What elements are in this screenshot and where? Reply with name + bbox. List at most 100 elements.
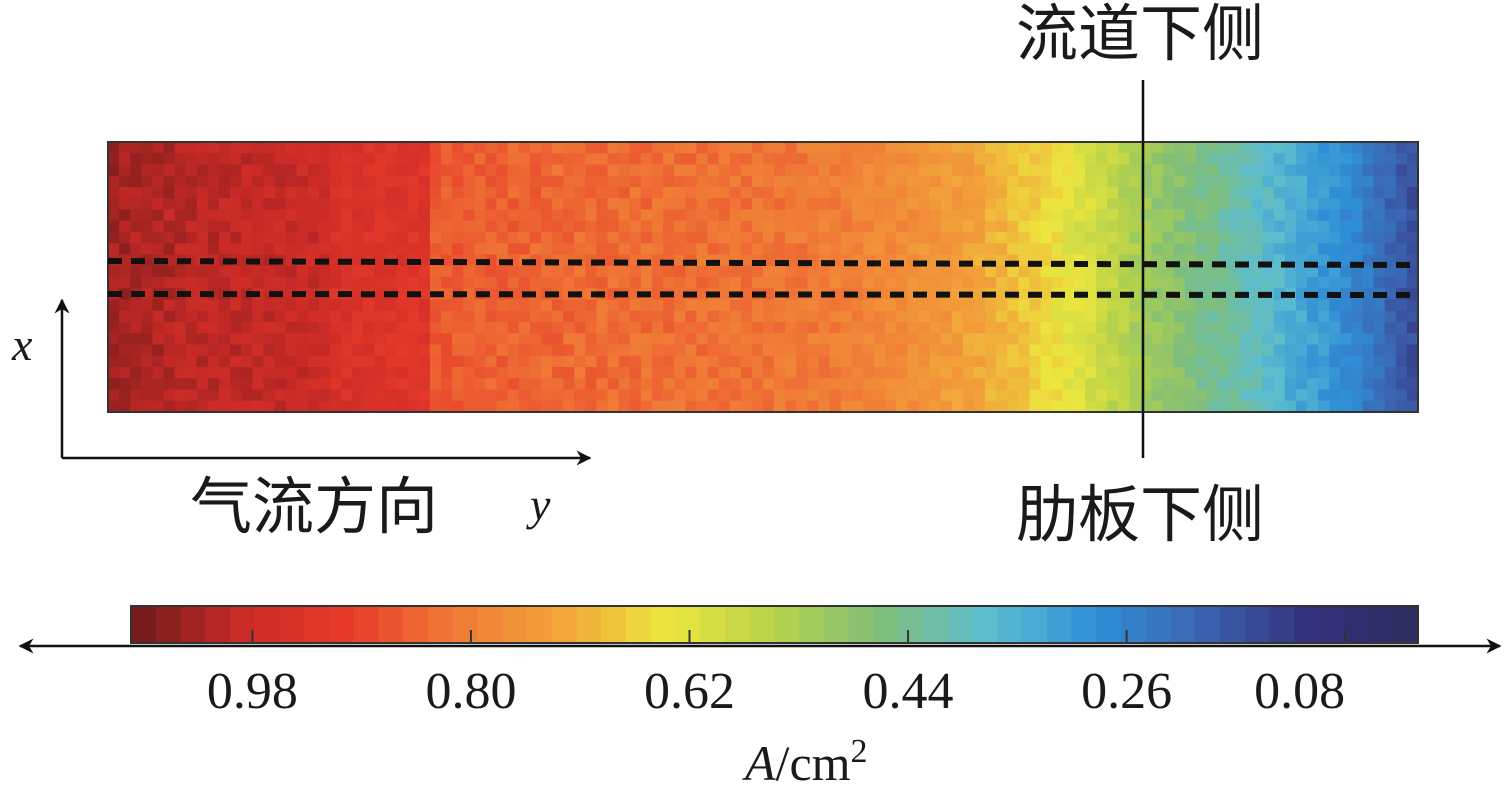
heatmap-cell (307, 299, 320, 312)
heatmap-cell (1351, 322, 1364, 334)
heatmap-cell (1173, 232, 1186, 244)
heatmap-cell (574, 400, 586, 413)
heatmap-cell (196, 299, 209, 312)
heatmap-cell (640, 389, 653, 402)
heatmap-cell (374, 142, 387, 154)
heatmap-cell (552, 220, 564, 233)
heatmap-cell (1295, 187, 1308, 199)
heatmap-cell (1129, 198, 1142, 211)
heatmap-cell (885, 220, 897, 233)
heatmap-cell (696, 198, 709, 211)
heatmap-cell (763, 175, 775, 188)
heatmap-cell (1229, 378, 1241, 391)
heatmap-cell (529, 198, 542, 211)
heatmap-cell (1351, 209, 1364, 222)
heatmap-cell (1318, 333, 1330, 346)
heatmap-cell (896, 378, 908, 391)
heatmap-cell (141, 322, 154, 334)
heatmap-cell (141, 243, 154, 256)
heatmap-cell (496, 198, 509, 211)
heatmap-cell (1018, 299, 1031, 312)
heatmap-cell (1240, 355, 1253, 368)
heatmap-cell (429, 400, 442, 413)
heatmap-cell (851, 232, 864, 244)
heatmap-cell (1218, 254, 1230, 267)
heatmap-cell (119, 288, 131, 301)
heatmap-cell (352, 153, 364, 166)
heatmap-cell (951, 277, 964, 289)
heatmap-cell (196, 344, 209, 357)
heatmap-cell (818, 310, 831, 323)
heatmap-cell (574, 378, 586, 391)
heatmap-cell (596, 378, 609, 391)
heatmap-cell (685, 400, 697, 413)
heatmap-cell (452, 142, 464, 154)
heatmap-cell (751, 299, 764, 312)
heatmap-cell (740, 389, 753, 402)
heatmap-cell (907, 400, 920, 413)
heatmap-cell (940, 164, 953, 177)
heatmap-cell (1207, 378, 1219, 391)
heatmap-cell (1107, 400, 1119, 413)
heatmap-cell (940, 378, 953, 391)
heatmap-cell (474, 367, 487, 379)
heatmap-cell (1129, 355, 1142, 368)
heatmap-cell (874, 142, 886, 154)
heatmap-cell (385, 265, 398, 278)
heatmap-cell (1173, 333, 1186, 346)
heatmap-cell (1284, 310, 1297, 323)
heatmap-cell (463, 288, 475, 301)
heatmap-cell (640, 220, 653, 233)
heatmap-cell (1229, 400, 1241, 413)
heatmap-cell (1373, 344, 1386, 357)
heatmap-cell (751, 198, 764, 211)
heatmap-cell (330, 277, 342, 289)
heatmap-cell (1073, 164, 1086, 177)
heatmap-cell (918, 243, 931, 256)
heatmap-cell (896, 367, 908, 379)
heatmap-cell (1262, 175, 1275, 188)
heatmap-cell (807, 344, 820, 357)
heatmap-cell (640, 198, 653, 211)
heatmap-cell (174, 187, 187, 199)
heatmap-cell (729, 310, 742, 323)
heatmap-cell (818, 367, 831, 379)
heatmap-cell (1373, 164, 1386, 177)
heatmap-cell (651, 198, 664, 211)
heatmap-cell (585, 265, 598, 278)
heatmap-cell (1318, 265, 1330, 278)
heatmap-cell (496, 299, 509, 312)
heatmap-cell (441, 344, 453, 357)
heatmap-cell (552, 164, 564, 177)
heatmap-cell (1395, 153, 1408, 166)
heatmap-cell (1384, 142, 1397, 154)
heatmap-cell (785, 277, 797, 289)
heatmap-cell (1062, 220, 1075, 233)
heatmap-cell (1107, 322, 1119, 334)
heatmap-cell (1384, 232, 1397, 244)
heatmap-cell (441, 299, 453, 312)
heatmap-cell (751, 367, 764, 379)
heatmap-cell (996, 378, 1008, 391)
heatmap-cell (1218, 389, 1230, 402)
heatmap-cell (307, 175, 320, 188)
heatmap-cell (341, 142, 353, 154)
heatmap-cell (1162, 400, 1175, 413)
heatmap-cell (385, 142, 398, 154)
heatmap-cell (263, 265, 276, 278)
heatmap-cell (141, 175, 154, 188)
heatmap-cell (163, 198, 176, 211)
heatmap-cell (1018, 389, 1031, 402)
heatmap-cell (185, 265, 198, 278)
heatmap-cell (640, 175, 653, 188)
heatmap-cell (185, 310, 198, 323)
heatmap-cell (185, 367, 198, 379)
heatmap-cell (496, 232, 509, 244)
heatmap-cell (1051, 277, 1064, 289)
heatmap-cell (352, 220, 364, 233)
heatmap-cell (796, 220, 809, 233)
heatmap-cell (607, 333, 620, 346)
heatmap-cell (285, 344, 298, 357)
heatmap-cell (851, 310, 864, 323)
heatmap-cell (1051, 333, 1064, 346)
